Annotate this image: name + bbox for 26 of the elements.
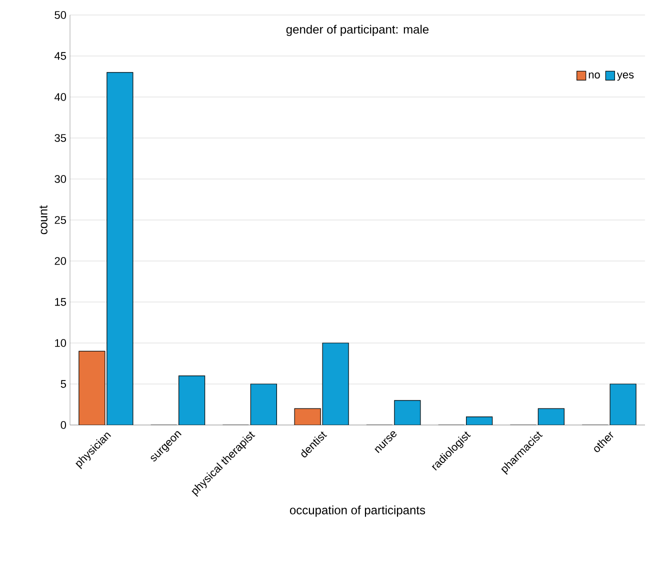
y-tick-label: 15 [55,298,66,306]
bar [106,72,134,425]
y-tick-label: 30 [54,175,66,183]
legend-label: yes [616,72,634,81]
y-tick-label: 10 [55,339,66,347]
bar [250,384,277,425]
y-tick-label: 45 [54,52,66,60]
y-tick-label: 40 [54,93,66,101]
bar [322,342,349,425]
y-tick-label: 20 [54,257,66,265]
bar [538,408,564,425]
x-axis-title: occupation of participants [290,506,426,517]
bar [78,350,106,425]
y-tick-label: 35 [54,134,66,142]
text: gender of participant: male [286,24,429,36]
y-axis-title: count [40,205,48,234]
y-tick-label: 50 [54,11,66,19]
bar [394,400,421,425]
bar [610,384,636,425]
y-tick-label: 5 [60,380,66,388]
y-tick-label: 0 [60,421,66,429]
bar [294,408,321,425]
legend-label: no [588,72,600,79]
y-tick-label: 25 [54,216,66,224]
bar [178,375,206,425]
bar [466,416,492,425]
